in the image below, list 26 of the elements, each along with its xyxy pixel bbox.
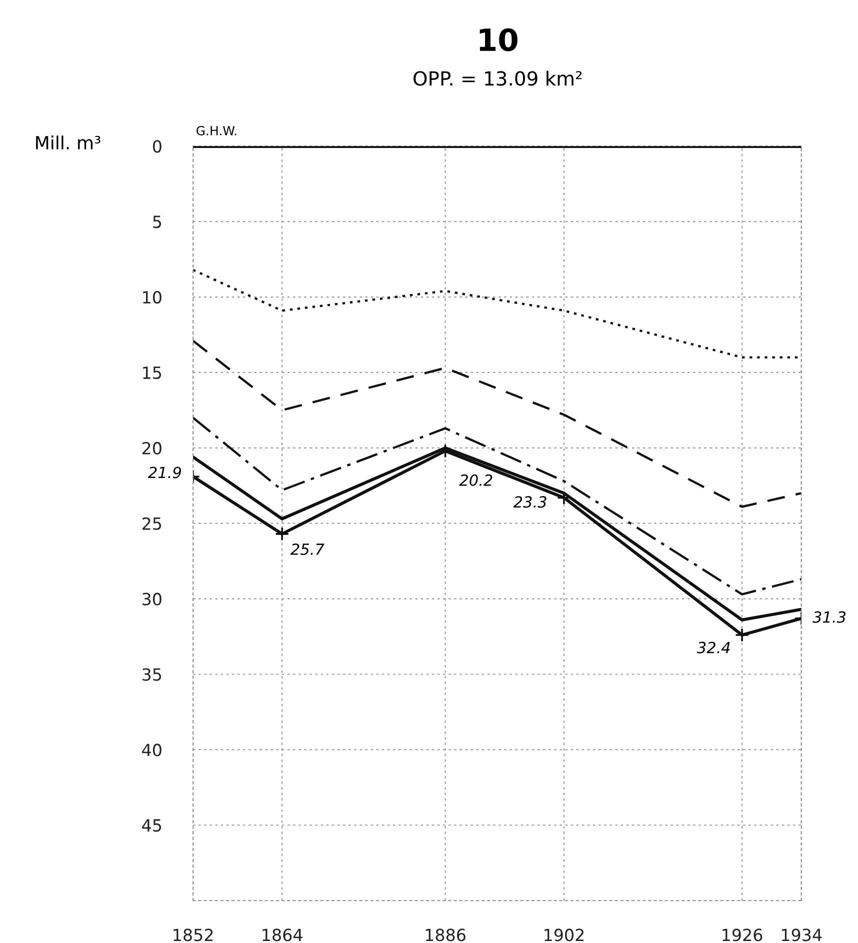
y-tick-label: 10 [143,291,162,304]
y-tick-label: 35 [142,668,162,681]
data-label: 25.7 [290,543,324,556]
y-tick-label: 15 [143,366,162,380]
x-tick-label: 1886 [426,928,466,942]
chart-title: 10 [480,28,518,52]
chart-subtitle: OPP. = 13.09 km² [414,70,582,86]
data-label: 23.3 [513,496,546,508]
y-tick-label: 45 [142,819,162,832]
x-tick-label: 1934 [782,928,822,942]
ref-line-label: G.H.W. [196,126,236,136]
y-tick-label: 0 [152,140,162,153]
x-tick-label: 1852 [174,928,213,942]
x-tick-label: 1864 [262,928,302,942]
y-tick-label: 5 [153,216,162,228]
y-tick-label: 30 [142,592,162,606]
y-axis-title: Mill. m³ [36,136,100,150]
y-tick-label: 20 [142,442,162,454]
y-tick-label: 40 [142,744,162,756]
data-label: 21.9 [148,466,181,478]
x-tick-label: 1926 [722,928,762,942]
data-label: 31.3 [812,611,846,623]
data-label: 20.2 [459,474,492,486]
x-tick-label: 1902 [544,928,584,942]
y-tick-label: 25 [142,517,162,530]
data-label: 32.4 [696,642,730,654]
